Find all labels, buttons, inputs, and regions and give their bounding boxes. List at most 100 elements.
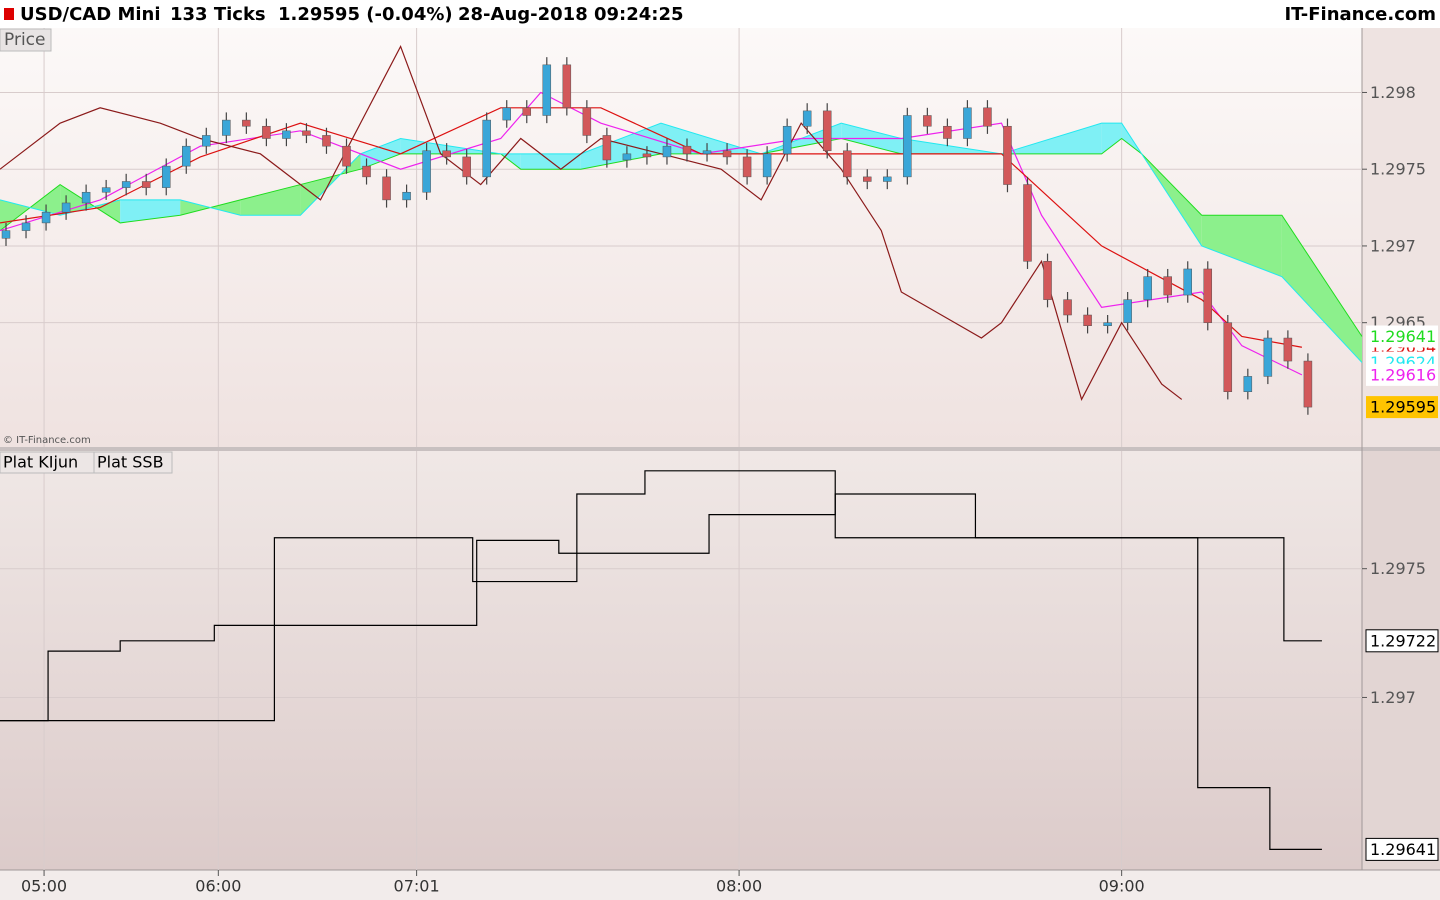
candle-body — [482, 119, 491, 178]
candle-body — [863, 176, 872, 182]
last-value-box — [1365, 629, 1439, 653]
last-value-label: 1.29641 — [1370, 840, 1436, 859]
x-tick-label: 08:00 — [716, 877, 762, 896]
candle-body — [422, 150, 431, 193]
indicator-axis — [1362, 451, 1440, 870]
panel-title: Price — [4, 30, 45, 50]
candle-body — [963, 107, 972, 139]
candle-body — [242, 119, 251, 127]
candle-body — [1163, 276, 1172, 296]
watermark: © IT-Finance.com — [3, 435, 91, 446]
x-tick-label: 07:01 — [394, 877, 440, 896]
candle-body — [121, 181, 131, 188]
candle-body — [262, 125, 271, 139]
candle-body — [1183, 268, 1192, 296]
candle-body — [222, 119, 231, 136]
last-value-label: 1.29641 — [1370, 327, 1436, 346]
foreground-layer: 1.296241.296341.296411.296241.296161.295… — [0, 57, 1439, 861]
symbol: USD/CAD Mini — [20, 4, 161, 25]
y-tick-label: 1.297 — [1370, 236, 1416, 255]
legend-label: Plat KIjun — [3, 453, 78, 472]
candle-body — [41, 211, 51, 224]
cloud-segment — [1101, 123, 1122, 154]
y-tick-label: 1.2975 — [1370, 559, 1426, 578]
candle-body — [682, 145, 692, 155]
legend: Plat KIjun Plat SSB — [0, 451, 173, 474]
candle-body — [302, 130, 311, 136]
candle-body — [21, 222, 31, 231]
candle-body — [462, 156, 471, 178]
last-value-label: 1.29616 — [1370, 365, 1436, 384]
candle-body — [1023, 184, 1032, 262]
candle-body — [161, 165, 171, 188]
candle-body — [943, 125, 952, 139]
candle-body — [622, 153, 632, 161]
price-panel — [0, 28, 1362, 447]
y-tick-label: 1.298 — [1370, 83, 1416, 102]
candle-body — [502, 107, 511, 121]
panel-divider — [0, 447, 1440, 451]
y-tick-label: 1.2975 — [1370, 160, 1426, 179]
candle-body — [1263, 337, 1273, 377]
x-tick-label: 05:00 — [21, 877, 67, 896]
candle-body — [702, 150, 712, 155]
candle-body — [602, 135, 612, 161]
candle-body — [842, 150, 852, 178]
candle-body — [382, 176, 391, 201]
candle-body — [1083, 314, 1092, 327]
last-value-label: 1.29722 — [1370, 631, 1436, 650]
candle-body — [1143, 276, 1152, 300]
candle-body — [1103, 322, 1112, 327]
last-value-box — [1366, 396, 1438, 419]
candle-body — [1123, 299, 1132, 323]
candle-body — [722, 150, 732, 158]
cloud-segment — [360, 138, 401, 170]
header-icon — [4, 8, 14, 20]
indicator-panel — [0, 451, 1362, 870]
legend-box — [93, 451, 173, 474]
quote: 1.29595 (-0.04%) — [278, 4, 453, 25]
candle-body — [442, 150, 451, 158]
candle-body — [202, 135, 211, 147]
candle-body — [822, 110, 832, 152]
candle-body — [1223, 322, 1233, 392]
candle-body — [802, 110, 812, 127]
candle-body — [402, 191, 411, 201]
candle-body — [1283, 337, 1293, 362]
candle-body — [522, 107, 532, 116]
cloud-segment — [1281, 215, 1362, 363]
candle-body — [1303, 360, 1313, 408]
candle-body — [81, 191, 91, 204]
period: 133 Ticks — [170, 4, 266, 25]
legend-label: Plat SSB — [97, 453, 164, 472]
header-bar — [0, 0, 1440, 28]
time-axis — [0, 870, 1440, 900]
candle-body — [883, 176, 892, 182]
last-value-box — [1366, 325, 1438, 348]
cloud-segment — [120, 199, 181, 223]
candle-body — [61, 202, 71, 213]
candle-body — [182, 145, 191, 167]
candle-body — [101, 187, 111, 193]
candle-body — [1, 230, 11, 239]
candle-body — [742, 156, 752, 178]
candle-body — [322, 135, 331, 147]
last-value-label: 1.29595 — [1370, 398, 1436, 417]
candle-body — [642, 153, 652, 158]
step-line — [0, 493, 1322, 722]
candle-body — [562, 64, 572, 109]
cloud-edge — [0, 122, 1363, 363]
candle-body — [362, 165, 371, 178]
candle-body — [1063, 299, 1072, 316]
brand: IT-Finance.com — [1284, 4, 1436, 25]
candle-body — [1043, 261, 1052, 300]
indicator-line — [0, 44, 1183, 402]
panel-tab[interactable] — [0, 28, 52, 52]
candle-body — [1203, 268, 1213, 323]
cloud-segment — [240, 184, 301, 216]
candle-body — [342, 145, 351, 167]
x-tick-label: 06:00 — [195, 877, 241, 896]
